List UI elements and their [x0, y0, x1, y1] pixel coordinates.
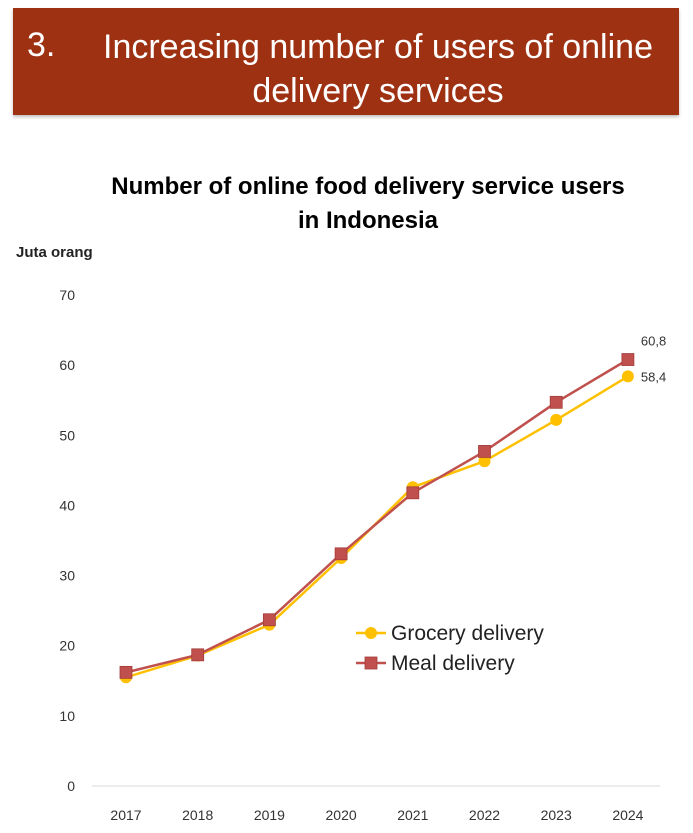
chart-legend: Grocery delivery Meal delivery: [356, 622, 544, 675]
y-tick-label: 40: [59, 497, 75, 513]
x-tick-label: 2020: [326, 807, 357, 823]
grocery-delivery-point: [550, 413, 563, 426]
chart-series: 58,4 60,8: [119, 334, 666, 684]
grocery-delivery-point: [478, 455, 491, 468]
legend-meal-delivery-label: Meal delivery: [391, 652, 515, 675]
banner-title: Increasing number of users of online del…: [103, 28, 653, 110]
chart-title: Number of online food delivery service u…: [111, 173, 625, 234]
meal-delivery-point: [191, 648, 205, 662]
meal-delivery-point: [334, 547, 348, 561]
x-tick-label: 2021: [397, 807, 428, 823]
legend-grocery-delivery-marker: [365, 627, 377, 639]
meal-delivery-point: [262, 613, 276, 627]
y-tick-label: 10: [59, 708, 75, 724]
meal-delivery-line: [125, 358, 629, 674]
grocery-delivery-data-label: 58,4: [641, 369, 666, 384]
meal-delivery-data-label: 60,8: [641, 334, 666, 349]
meal-delivery-point: [621, 353, 635, 366]
x-tick-label: 2023: [541, 807, 572, 823]
y-tick-label: 60: [59, 357, 75, 373]
chart-axes: 0 10 20 30 40 50 60 70 2017 2018 2019 2020 2021 2022 2…: [59, 287, 660, 823]
x-tick-label: 2024: [612, 807, 643, 823]
y-tick-label: 30: [59, 568, 75, 584]
y-tick-label: 70: [59, 287, 75, 303]
x-tick-label: 2019: [254, 807, 285, 823]
y-tick-label: 0: [67, 778, 75, 794]
legend-meal-delivery-marker: [364, 656, 378, 670]
x-tick-label: 2018: [182, 807, 213, 823]
meal-delivery-point: [478, 445, 491, 458]
grocery-delivery-point: [621, 370, 634, 383]
meal-delivery-point: [406, 486, 420, 500]
legend-grocery-delivery-label: Grocery delivery: [391, 622, 544, 645]
meal-delivery-point: [549, 395, 563, 409]
meal-delivery-point: [119, 665, 133, 679]
y-axis-unit-label: Juta orang: [16, 244, 93, 261]
y-tick-label: 20: [59, 638, 75, 654]
x-tick-label: 2022: [469, 807, 500, 823]
x-tick-label: 2017: [110, 807, 141, 823]
y-tick-label: 50: [59, 427, 75, 443]
section-number: 3.: [27, 26, 56, 64]
header-banner: 3. Increasing number of users of online …: [13, 8, 679, 115]
